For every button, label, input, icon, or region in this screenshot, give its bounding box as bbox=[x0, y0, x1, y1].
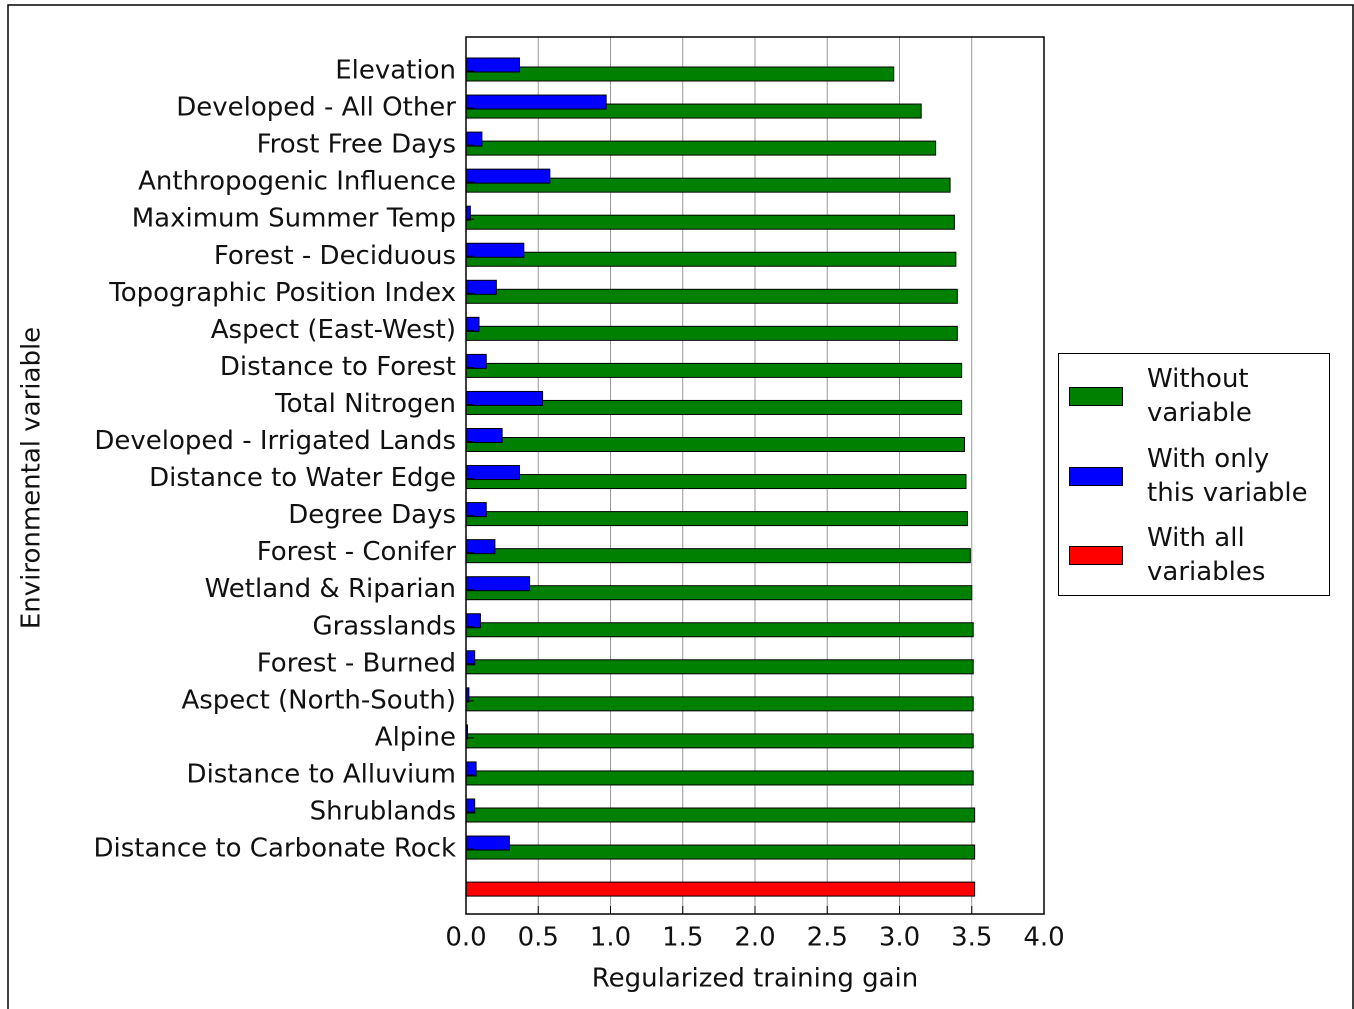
bar bbox=[465, 881, 976, 897]
y-tick-label: Maximum Summer Temp bbox=[132, 204, 456, 234]
bar bbox=[465, 807, 976, 823]
bar bbox=[465, 539, 496, 555]
y-tick-label: Frost Free Days bbox=[257, 130, 456, 160]
y-tick-label: Elevation bbox=[335, 56, 456, 86]
y-tick-label: Anthropogenic Influence bbox=[138, 167, 456, 197]
bar bbox=[465, 465, 520, 481]
bar bbox=[465, 57, 520, 73]
legend-label: Without variable bbox=[1147, 364, 1252, 428]
x-tick-label: 0.5 bbox=[518, 923, 559, 953]
bar bbox=[465, 316, 480, 332]
bar bbox=[465, 548, 971, 564]
y-tick-label: Aspect (North-South) bbox=[181, 685, 456, 715]
y-tick-label: Distance to Alluvium bbox=[187, 759, 456, 789]
bar bbox=[465, 733, 974, 749]
labels: 0.0 0.5 1.0 1.5 2.0 2.5 3.0 3.5 4.0 Elevation Deve… bbox=[93, 56, 1064, 953]
bar bbox=[465, 437, 966, 452]
bar bbox=[465, 94, 607, 110]
bar bbox=[465, 279, 497, 295]
bar bbox=[465, 474, 967, 490]
y-axis-label: Environmental variable bbox=[17, 327, 47, 629]
legend-label: With only this variable bbox=[1147, 444, 1308, 508]
y-tick-label: Aspect (East-West) bbox=[211, 315, 456, 345]
legend-swatch bbox=[1069, 545, 1123, 565]
bar bbox=[465, 576, 531, 592]
x-axis-label: Regularized training gain bbox=[592, 964, 919, 994]
legend-item: With all variables bbox=[1069, 521, 1323, 589]
bar bbox=[465, 659, 974, 675]
y-tick-label: Wetland & Riparian bbox=[205, 574, 456, 604]
bar bbox=[465, 140, 937, 156]
y-tick-label: Developed - All Other bbox=[176, 93, 456, 123]
x-tick-label: 3.0 bbox=[879, 923, 920, 953]
bar bbox=[465, 502, 487, 518]
legend-item: Without variable bbox=[1069, 362, 1323, 430]
legend-item: With only this variable bbox=[1069, 442, 1323, 510]
bar bbox=[465, 242, 525, 258]
y-tick-label: Distance to Water Edge bbox=[149, 463, 456, 493]
bar bbox=[465, 428, 503, 443]
y-tick-label: Distance to Forest bbox=[220, 352, 456, 382]
bar bbox=[465, 353, 487, 369]
bar bbox=[465, 613, 481, 629]
bar bbox=[465, 168, 551, 184]
bar bbox=[465, 770, 974, 786]
y-tick-label: Total Nitrogen bbox=[274, 389, 456, 419]
y-tick-label: Distance to Carbonate Rock bbox=[93, 834, 456, 864]
bar bbox=[465, 844, 976, 860]
bar bbox=[465, 66, 895, 82]
y-tick-label: Forest - Deciduous bbox=[214, 241, 456, 271]
legend-label: With all variables bbox=[1147, 523, 1266, 587]
frame bbox=[7, 4, 1354, 1009]
y-tick-label: Topographic Position Index bbox=[108, 278, 456, 308]
legend-swatch bbox=[1069, 466, 1123, 486]
x-tick-label: 1.0 bbox=[590, 923, 631, 953]
bar bbox=[465, 650, 476, 666]
y-tick-label: Forest - Burned bbox=[257, 648, 456, 678]
x-tick-label: 1.5 bbox=[662, 923, 703, 953]
bar bbox=[465, 761, 477, 777]
bar bbox=[465, 131, 483, 147]
bar bbox=[465, 288, 958, 304]
bar bbox=[465, 511, 968, 527]
legend-swatch bbox=[1069, 386, 1123, 406]
bar bbox=[465, 585, 973, 601]
x-tick-label: 2.5 bbox=[807, 923, 848, 953]
x-tick-label: 0.0 bbox=[445, 923, 486, 953]
bars bbox=[465, 57, 976, 897]
legend: Without variable With only this variable W… bbox=[1058, 353, 1330, 596]
bar bbox=[465, 251, 957, 267]
y-tick-label: Grasslands bbox=[312, 611, 456, 641]
bar bbox=[465, 835, 510, 851]
y-tick-label: Shrublands bbox=[310, 797, 456, 827]
x-tick-label: 4.0 bbox=[1023, 923, 1064, 953]
y-tick-label: Degree Days bbox=[288, 500, 456, 530]
x-tick-label: 3.5 bbox=[951, 923, 992, 953]
bar bbox=[465, 214, 955, 230]
bar bbox=[465, 325, 958, 341]
bar bbox=[465, 362, 963, 378]
x-tick-label: 2.0 bbox=[734, 923, 775, 953]
y-tick-label: Alpine bbox=[375, 722, 456, 752]
y-tick-label: Forest - Conifer bbox=[257, 537, 457, 567]
y-tick-label: Developed - Irrigated Lands bbox=[94, 426, 456, 456]
bar bbox=[465, 390, 544, 406]
bar bbox=[465, 696, 974, 712]
bar bbox=[465, 622, 974, 638]
bar bbox=[465, 798, 476, 814]
